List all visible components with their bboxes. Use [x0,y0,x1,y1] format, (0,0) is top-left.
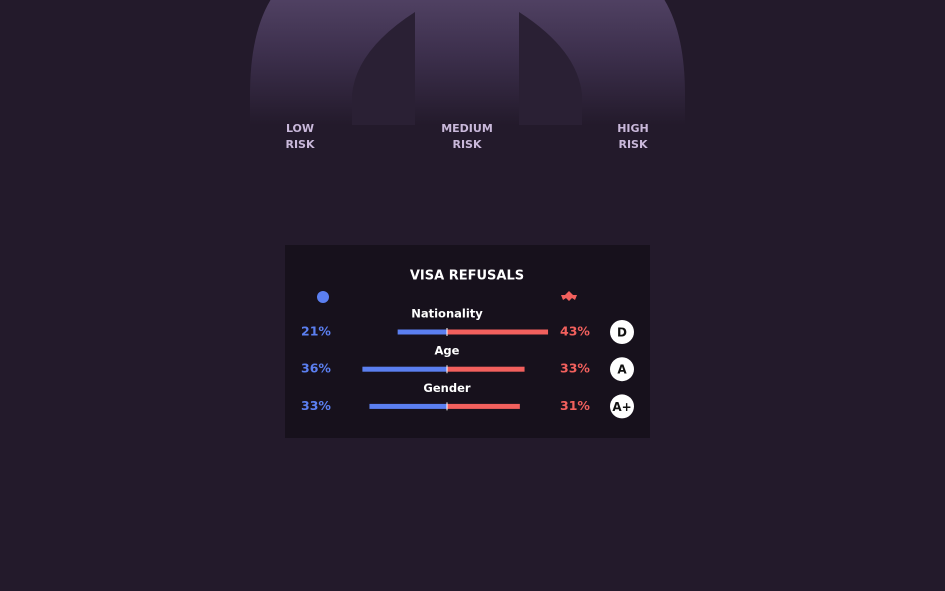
group-icon [561,291,577,301]
category-label: Age [435,344,460,358]
risk-label: HIGH RISK [617,122,649,151]
value-label: 36% [301,361,331,376]
value-label: 21% [301,324,331,339]
bar [397,329,447,335]
grade: A+ [612,400,631,414]
grade: A [617,363,627,377]
grade: D [617,326,627,340]
bar [447,403,520,409]
panel-title: VISA REFUSALS [410,269,524,284]
category-label: Gender [423,381,470,395]
bar [369,403,447,409]
category-label: Nationality [411,307,483,321]
risk-label: MEDIUM RISK [441,122,493,151]
risk-arch [250,0,685,125]
arch-cutout [352,12,415,125]
value-label: 33% [560,361,590,376]
value-label: 31% [560,398,590,413]
value-label: 33% [301,398,331,413]
arch-cutout [519,12,582,125]
risk-label: LOW RISK [285,122,315,151]
grade-badge [610,320,634,344]
grade-badge [610,394,634,419]
grade-badge [610,357,634,382]
bar [447,366,525,372]
bar [362,366,447,372]
bar [447,329,549,335]
value-label: 43% [560,324,590,339]
group-icon [317,291,329,303]
